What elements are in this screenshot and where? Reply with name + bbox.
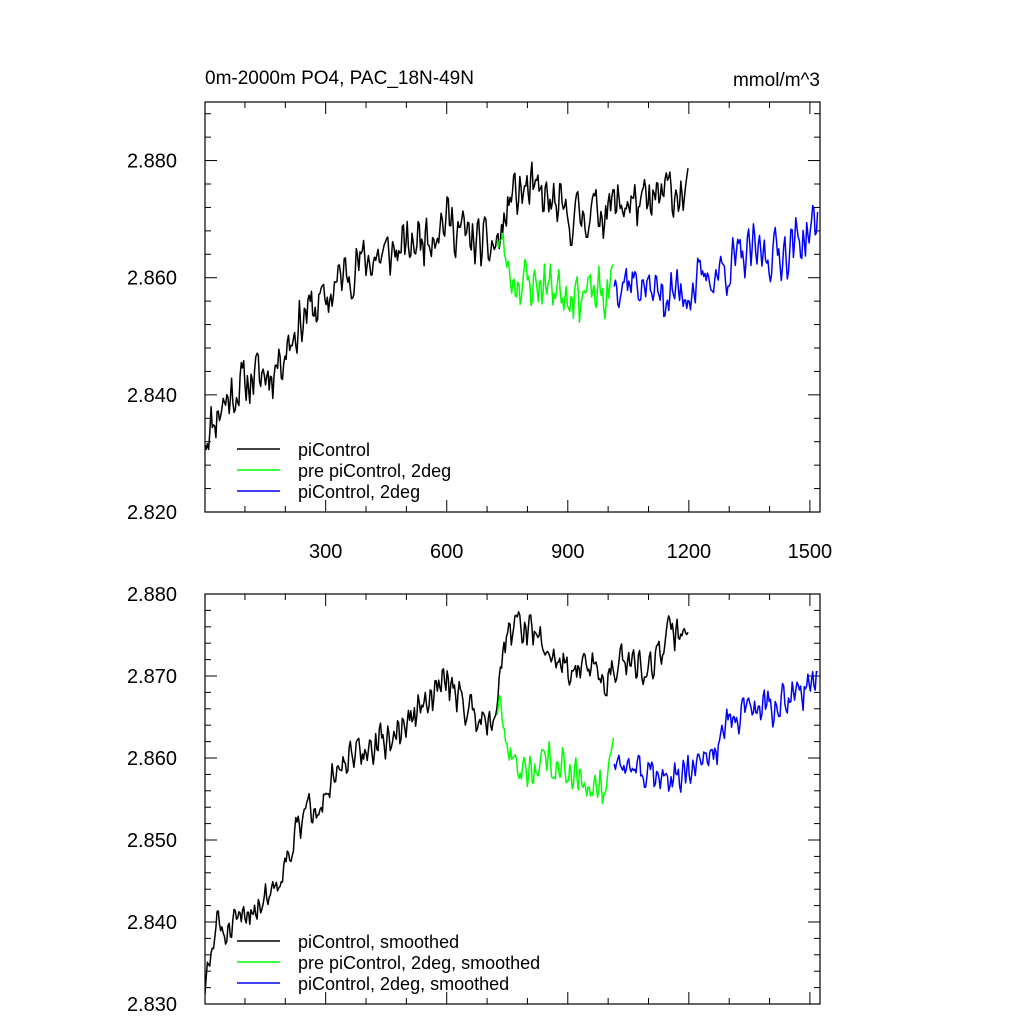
legend: piControl pre piControl, 2deg piControl,…	[237, 440, 451, 502]
series-line-picontrol	[205, 161, 689, 451]
axis-ticks: 2.830 2.840 2.850 2.860 2.870 2.880	[127, 584, 820, 1016]
y-tick-label: 2.860	[127, 268, 177, 290]
series-line-picontrol-smoothed	[205, 611, 689, 994]
chart-title: 0m-2000m PO4, PAC_18N-49N	[205, 68, 474, 89]
top-chart-panel: 0m-2000m PO4, PAC_18N-49N mmol/m^3 300 60…	[127, 68, 832, 563]
x-tick-label: 900	[551, 541, 584, 563]
x-tick-label: 600	[430, 541, 463, 563]
bottom-chart-panel: 2.830 2.840 2.850 2.860 2.870 2.880 piControl…	[127, 584, 821, 1016]
series-line-pre-picontrol-2deg	[496, 232, 615, 324]
legend: piControl, smoothed pre piControl, 2deg,…	[237, 932, 540, 994]
legend-label-picontrol: piControl	[298, 440, 370, 460]
legend-label-picontrol-2deg: piControl, 2deg	[298, 482, 420, 502]
y-tick-label: 2.870	[127, 666, 177, 688]
x-tick-label: 300	[309, 541, 342, 563]
y-tick-label: 2.840	[127, 385, 177, 407]
x-tick-label: 1500	[788, 541, 833, 563]
legend-label-pre-picontrol-2deg: pre piControl, 2deg	[298, 461, 451, 481]
y-tick-label: 2.880	[127, 584, 177, 606]
series-group	[205, 611, 818, 994]
x-tick-label: 1200	[667, 541, 712, 563]
y-tick-label: 2.820	[127, 502, 177, 524]
series-line-picontrol-2deg	[613, 204, 819, 318]
series-group	[205, 161, 819, 451]
units-label: mmol/m^3	[733, 70, 820, 91]
legend-label-picontrol-2deg-smoothed: piControl, 2deg, smoothed	[298, 974, 509, 994]
y-tick-label: 2.880	[127, 151, 177, 173]
y-tick-label: 2.860	[127, 748, 177, 770]
legend-label-pre-picontrol-2deg-smoothed: pre piControl, 2deg, smoothed	[298, 953, 540, 973]
plot-frame	[204, 101, 821, 513]
series-line-picontrol-2deg-smoothed	[613, 670, 818, 793]
y-tick-label: 2.830	[127, 994, 177, 1016]
y-tick-label: 2.850	[127, 830, 177, 852]
series-line-pre-picontrol-2deg-smoothed	[496, 694, 615, 805]
legend-label-picontrol-smoothed: piControl, smoothed	[298, 932, 459, 952]
plot-frame	[204, 593, 821, 1005]
y-tick-label: 2.840	[127, 912, 177, 934]
axis-ticks: 300 600 900 1200 1500 2.820 2.840 2.860 2.880	[127, 102, 832, 563]
